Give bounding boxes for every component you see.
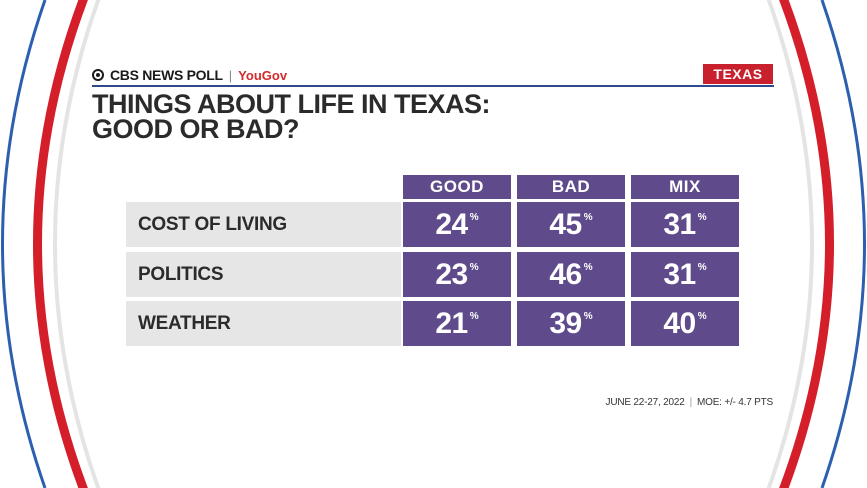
partner-name: YouGov bbox=[238, 67, 288, 83]
value-number: 45 bbox=[549, 207, 582, 241]
state-badge: TEXAS bbox=[703, 64, 773, 84]
brand-name: CBS NEWS POLL bbox=[110, 67, 223, 83]
value-cell: 21% bbox=[403, 301, 511, 346]
percent-sign: % bbox=[583, 311, 593, 322]
brand-logo: CBS NEWS POLL | YouGov bbox=[92, 66, 287, 84]
row-label-weather: WEATHER bbox=[126, 301, 401, 346]
footer-note: JUNE 22-27, 2022 | MOE: +/- 4.7 PTS bbox=[560, 397, 774, 408]
footer-dates: JUNE 22-27, 2022 bbox=[605, 397, 685, 408]
percent-sign: % bbox=[469, 262, 479, 273]
value-number: 23 bbox=[435, 257, 468, 291]
value-number: 46 bbox=[549, 257, 582, 291]
value-number: 40 bbox=[663, 306, 696, 340]
row-label-cost-of-living: COST OF LIVING bbox=[126, 202, 401, 247]
value-number: 31 bbox=[663, 257, 696, 291]
footer-separator: | bbox=[689, 397, 693, 408]
ring-blue-right bbox=[820, 0, 866, 488]
title-line-2: GOOD OR BAD? bbox=[92, 114, 300, 144]
value-cell: 31% bbox=[631, 252, 739, 297]
value-cell: 23% bbox=[403, 252, 511, 297]
footer-moe: MOE: +/- 4.7 PTS bbox=[697, 397, 773, 408]
percent-sign: % bbox=[697, 311, 707, 322]
value-number: 21 bbox=[435, 306, 468, 340]
row-label-politics: POLITICS bbox=[126, 252, 401, 297]
ring-red-right bbox=[779, 0, 834, 488]
percent-sign: % bbox=[583, 262, 593, 273]
column-header-good: GOOD bbox=[403, 175, 511, 199]
column-header-bad: BAD bbox=[517, 175, 625, 199]
cbs-eye-icon bbox=[92, 69, 104, 81]
value-cell: 46% bbox=[517, 252, 625, 297]
page-title: THINGS ABOUT LIFE IN TEXAS: GOOD OR BAD? bbox=[92, 89, 692, 144]
value-cell: 39% bbox=[517, 301, 625, 346]
header-rule bbox=[92, 85, 774, 87]
value-cell: 40% bbox=[631, 301, 739, 346]
percent-sign: % bbox=[697, 262, 707, 273]
ring-red-left bbox=[33, 0, 88, 488]
value-cell: 45% bbox=[517, 202, 625, 247]
value-cell: 31% bbox=[631, 202, 739, 247]
ring-blue-left bbox=[1, 0, 47, 488]
percent-sign: % bbox=[697, 212, 707, 223]
value-number: 39 bbox=[549, 306, 582, 340]
percent-sign: % bbox=[469, 212, 479, 223]
column-header-mix: MIX bbox=[631, 175, 739, 199]
brand-separator: | bbox=[228, 67, 233, 83]
ring-grey-right bbox=[766, 0, 814, 488]
percent-sign: % bbox=[583, 212, 593, 223]
value-cell: 24% bbox=[403, 202, 511, 247]
ring-grey-left bbox=[53, 0, 101, 488]
value-number: 24 bbox=[435, 207, 468, 241]
title-line-1: THINGS ABOUT LIFE IN TEXAS: bbox=[92, 89, 491, 119]
percent-sign: % bbox=[469, 311, 479, 322]
value-number: 31 bbox=[663, 207, 696, 241]
